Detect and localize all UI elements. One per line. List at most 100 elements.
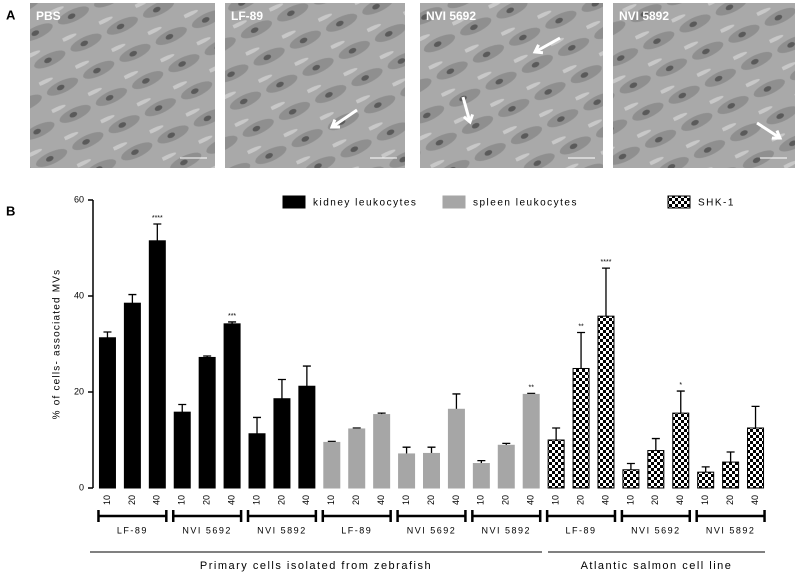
group-bracket (695, 510, 766, 522)
significance: *** (228, 313, 236, 320)
group-label: NVI 5692 (182, 525, 232, 535)
x-tick-label: 20 (202, 495, 212, 505)
x-tick-label: 10 (401, 495, 411, 505)
x-tick-label: 10 (625, 495, 635, 505)
legend-label: SHK-1 (698, 198, 735, 209)
micrograph (420, 3, 603, 168)
significance: ** (578, 323, 584, 330)
bar (123, 302, 141, 489)
x-tick-label: 10 (102, 495, 112, 505)
bar (98, 337, 116, 489)
arrow (331, 108, 358, 129)
error-bar (751, 405, 760, 428)
legend-label: kidney leukocytes (313, 198, 417, 209)
x-tick-label: 40 (376, 495, 386, 505)
y-tick-label: 60 (74, 194, 84, 204)
x-tick-label: 40 (451, 495, 461, 505)
arrow (534, 36, 561, 54)
bar (447, 408, 465, 489)
bar (747, 427, 765, 489)
group-label: NVI 5892 (257, 525, 307, 535)
x-tick-label: 20 (426, 495, 436, 505)
error-bar (651, 437, 660, 451)
x-tick-label: 20 (575, 495, 585, 505)
group-bracket (545, 510, 617, 522)
x-tick-label: 20 (127, 495, 137, 505)
error-bar (552, 427, 561, 440)
bar (273, 398, 291, 489)
bar (672, 412, 690, 489)
bar (472, 463, 490, 489)
super-group-label: Primary cells isolated from zebrafish (200, 560, 432, 572)
group-bracket (171, 510, 243, 522)
x-tick-label: 10 (551, 495, 561, 505)
micrograph-title: LF-89 (231, 9, 263, 23)
legend-swatch (282, 195, 306, 209)
bar (423, 452, 440, 489)
bar (173, 411, 191, 489)
error-bar (277, 378, 286, 399)
y-tick-label: 0 (79, 482, 84, 492)
group-label: NVI 5892 (706, 525, 756, 535)
x-tick-label: 10 (177, 495, 187, 505)
x-tick-label: 40 (152, 495, 162, 505)
error-bar (253, 416, 262, 434)
legend-swatch (667, 195, 691, 209)
error-bar (676, 390, 685, 414)
bar (647, 450, 665, 489)
bar (298, 385, 316, 489)
x-tick-label: 40 (226, 495, 236, 505)
bar (148, 240, 166, 489)
x-tick-label: 20 (276, 495, 286, 505)
group-bracket (471, 510, 542, 522)
bar (497, 444, 515, 489)
x-tick-label: 40 (600, 495, 610, 505)
x-tick-label: 20 (501, 495, 511, 505)
error-bar (726, 451, 735, 463)
significance: **** (152, 215, 163, 222)
x-tick-label: 10 (326, 495, 336, 505)
x-tick-label: 10 (476, 495, 486, 505)
legend-swatch (442, 195, 466, 209)
x-tick-label: 20 (351, 495, 361, 505)
group-bracket (321, 510, 392, 522)
group-label: NVI 5692 (407, 525, 457, 535)
micrograph (225, 3, 405, 168)
error-bar (128, 293, 137, 304)
significance: * (679, 382, 682, 389)
y-tick-label: 20 (74, 386, 84, 396)
bar (373, 414, 391, 489)
bar (572, 367, 590, 489)
group-label: LF-89 (117, 525, 148, 535)
error-bar (178, 403, 187, 413)
x-tick-label: 20 (650, 495, 660, 505)
micrograph-title: NVI 5892 (619, 9, 669, 23)
significance: **** (601, 259, 612, 266)
arrow-head (329, 119, 341, 129)
arrow-head (532, 44, 544, 55)
arrow-head (771, 130, 783, 140)
group-label: NVI 5892 (482, 525, 532, 535)
error-bar (402, 446, 411, 454)
arrow (461, 96, 472, 123)
error-bar (153, 223, 162, 241)
legend-label: spleen leukocytes (473, 198, 578, 209)
group-label: NVI 5692 (631, 525, 681, 535)
micrograph-title: PBS (36, 9, 61, 23)
group-bracket (620, 510, 692, 522)
bar (522, 393, 540, 489)
bar (223, 323, 241, 489)
x-tick-label: 20 (725, 495, 735, 505)
bar (597, 315, 615, 489)
error-bar (601, 267, 610, 317)
micrograph (613, 3, 795, 168)
bar (248, 433, 266, 489)
super-group-label: Atlantic salmon cell line (581, 560, 733, 572)
bar (348, 428, 366, 489)
panel-label: A (6, 7, 16, 22)
x-tick-label: 40 (675, 495, 685, 505)
error-bar (577, 331, 586, 369)
group-label: LF-89 (341, 525, 372, 535)
